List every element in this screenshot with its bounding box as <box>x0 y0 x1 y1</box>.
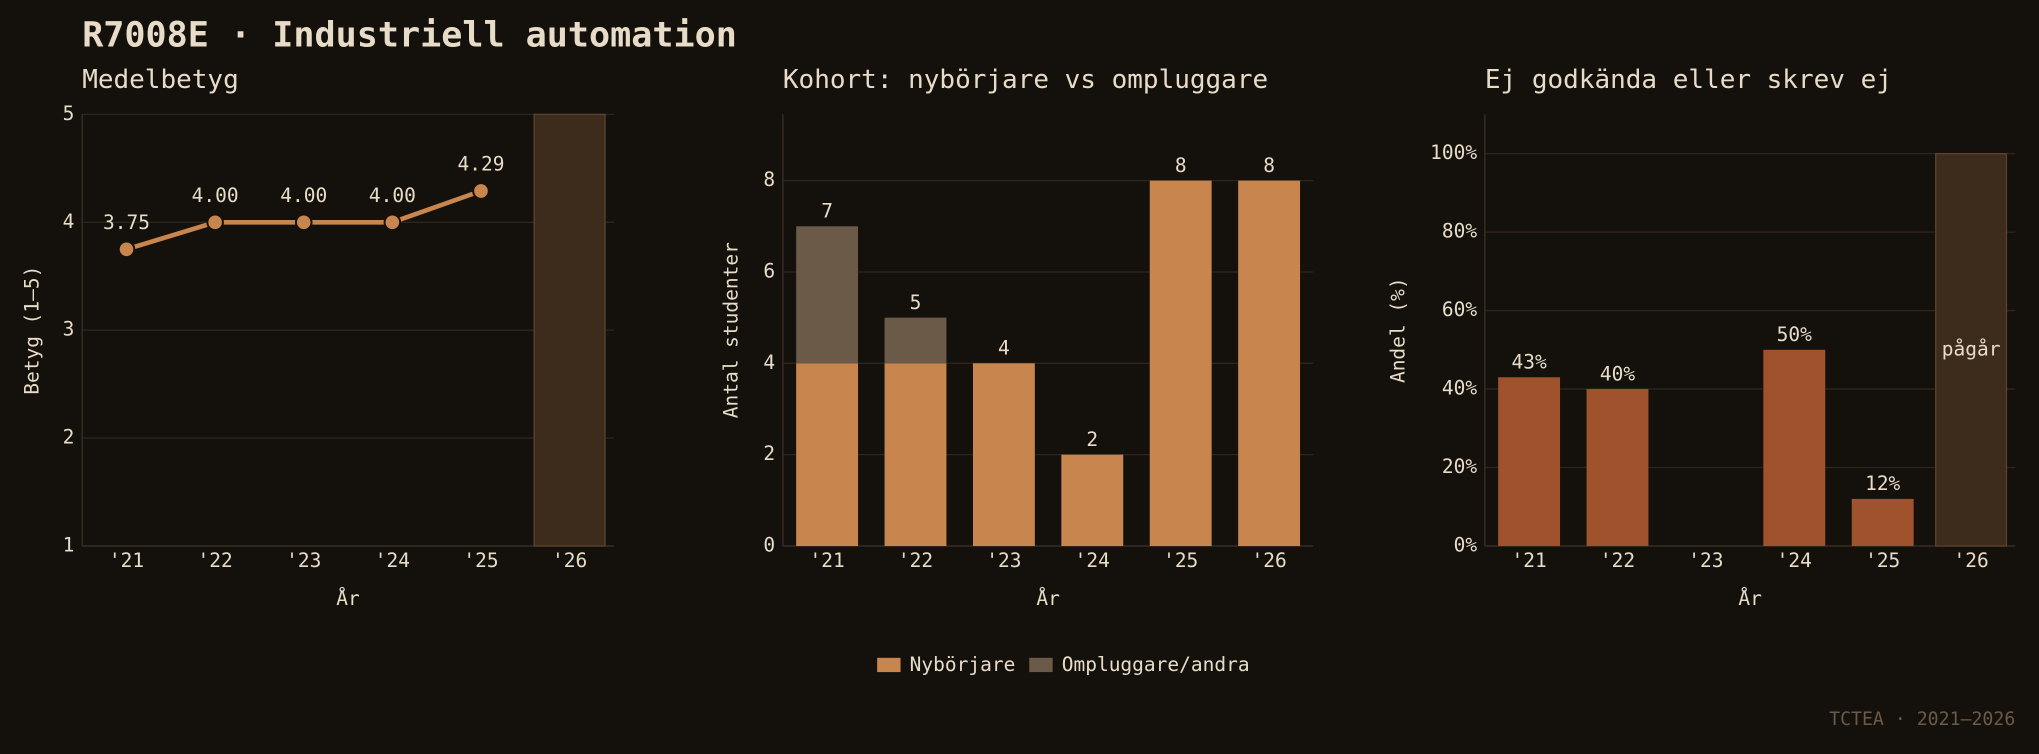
value-label: 4.29 <box>457 153 504 176</box>
x-tick-label: '26 <box>1251 549 1286 572</box>
x-tick-label: '23 <box>1688 549 1723 572</box>
chart-title: Ej godkända eller skrev ej <box>1485 65 1892 95</box>
y-tick-label: 4 <box>763 351 775 374</box>
y-tick-label: 2 <box>763 442 775 465</box>
x-tick-label: '22 <box>1600 549 1635 572</box>
point <box>383 213 402 232</box>
x-tick-label: '24 <box>1075 549 1110 572</box>
x-tick-label: '22 <box>898 549 933 572</box>
value-label: 4.00 <box>280 184 327 207</box>
x-tick-label: '22 <box>198 549 233 572</box>
total-label: 7 <box>821 199 833 222</box>
value-label: 40% <box>1600 362 1635 385</box>
y-tick-label: 0 <box>763 534 775 557</box>
y-tick-label: 100% <box>1430 141 1477 164</box>
x-tick-label: '23 <box>286 549 321 572</box>
y-tick-label: 80% <box>1442 220 1477 243</box>
x-tick-label: '23 <box>986 549 1021 572</box>
x-axis-label: År <box>336 587 359 610</box>
total-label: 2 <box>1086 428 1098 451</box>
y-tick-label: 60% <box>1442 298 1477 321</box>
y-tick-label: 8 <box>763 168 775 191</box>
value-label: 12% <box>1865 472 1900 495</box>
point <box>294 213 313 232</box>
total-label: 4 <box>998 337 1010 360</box>
value-label: 4.00 <box>192 184 239 207</box>
x-tick-label: '25 <box>1163 549 1198 572</box>
total-label: 8 <box>1263 154 1275 177</box>
bar <box>1498 377 1561 546</box>
value-label: 50% <box>1777 323 1812 346</box>
bar-segment <box>796 363 859 546</box>
bar <box>1763 349 1826 546</box>
point <box>206 213 224 232</box>
value-label: 4.00 <box>369 184 416 207</box>
bar-segment <box>796 226 859 364</box>
y-axis-label: Betyg (1–5) <box>20 266 43 395</box>
bar-segment <box>1061 454 1124 546</box>
y-tick-label: 5 <box>63 102 75 125</box>
bar <box>1586 389 1649 546</box>
y-tick-label: 20% <box>1442 455 1477 478</box>
x-tick-label: '26 <box>552 549 587 572</box>
x-tick-label: '21 <box>809 549 844 572</box>
x-axis-label: År <box>1738 587 1761 610</box>
total-label: 5 <box>910 291 922 314</box>
value-label: 3.75 <box>103 211 150 234</box>
y-tick-label: 4 <box>63 210 75 233</box>
bar <box>1851 498 1914 546</box>
page-title: R7008E · Industriell automation <box>82 14 737 55</box>
x-tick-label: '24 <box>1777 549 1812 572</box>
y-axis-label: Andel (%) <box>1387 277 1410 383</box>
point <box>117 240 136 259</box>
y-tick-label: 3 <box>63 318 75 341</box>
in-progress-band <box>1935 152 2008 547</box>
x-tick-label: '21 <box>1511 549 1546 572</box>
value-label: 43% <box>1511 350 1546 373</box>
y-tick-label: 6 <box>763 259 775 282</box>
legend-swatch <box>1029 657 1053 673</box>
in-progress-label: pågår <box>1942 337 2001 360</box>
x-tick-label: '25 <box>1865 549 1900 572</box>
x-tick-label: '24 <box>375 549 410 572</box>
legend-swatch <box>877 657 901 673</box>
x-axis-label: År <box>1036 587 1059 610</box>
y-tick-label: 2 <box>63 426 75 449</box>
chart-title: Kohort: nybörjare vs ompluggare <box>783 65 1268 95</box>
total-label: 8 <box>1175 154 1187 177</box>
bar-segment <box>1238 180 1301 547</box>
y-tick-label: 1 <box>63 534 75 557</box>
y-tick-label: 40% <box>1442 377 1477 400</box>
y-axis-label: Antal studenter <box>720 242 743 418</box>
y-tick-label: 0% <box>1454 534 1478 557</box>
point <box>472 182 490 200</box>
bar-segment <box>972 363 1035 546</box>
x-tick-label: '25 <box>463 549 498 572</box>
chart-title: Medelbetyg <box>82 65 239 95</box>
bar-segment <box>884 317 947 364</box>
legend-label: Ompluggare/andra <box>1062 653 1250 676</box>
x-tick-label: '21 <box>109 549 144 572</box>
footer: TCTEA · 2021–2026 <box>1829 709 2015 730</box>
legend-label: Nybörjare <box>910 653 1016 676</box>
x-tick-label: '26 <box>1953 549 1988 572</box>
bar-segment <box>1149 180 1212 547</box>
bar-segment <box>884 363 947 546</box>
in-progress-band <box>533 113 606 547</box>
